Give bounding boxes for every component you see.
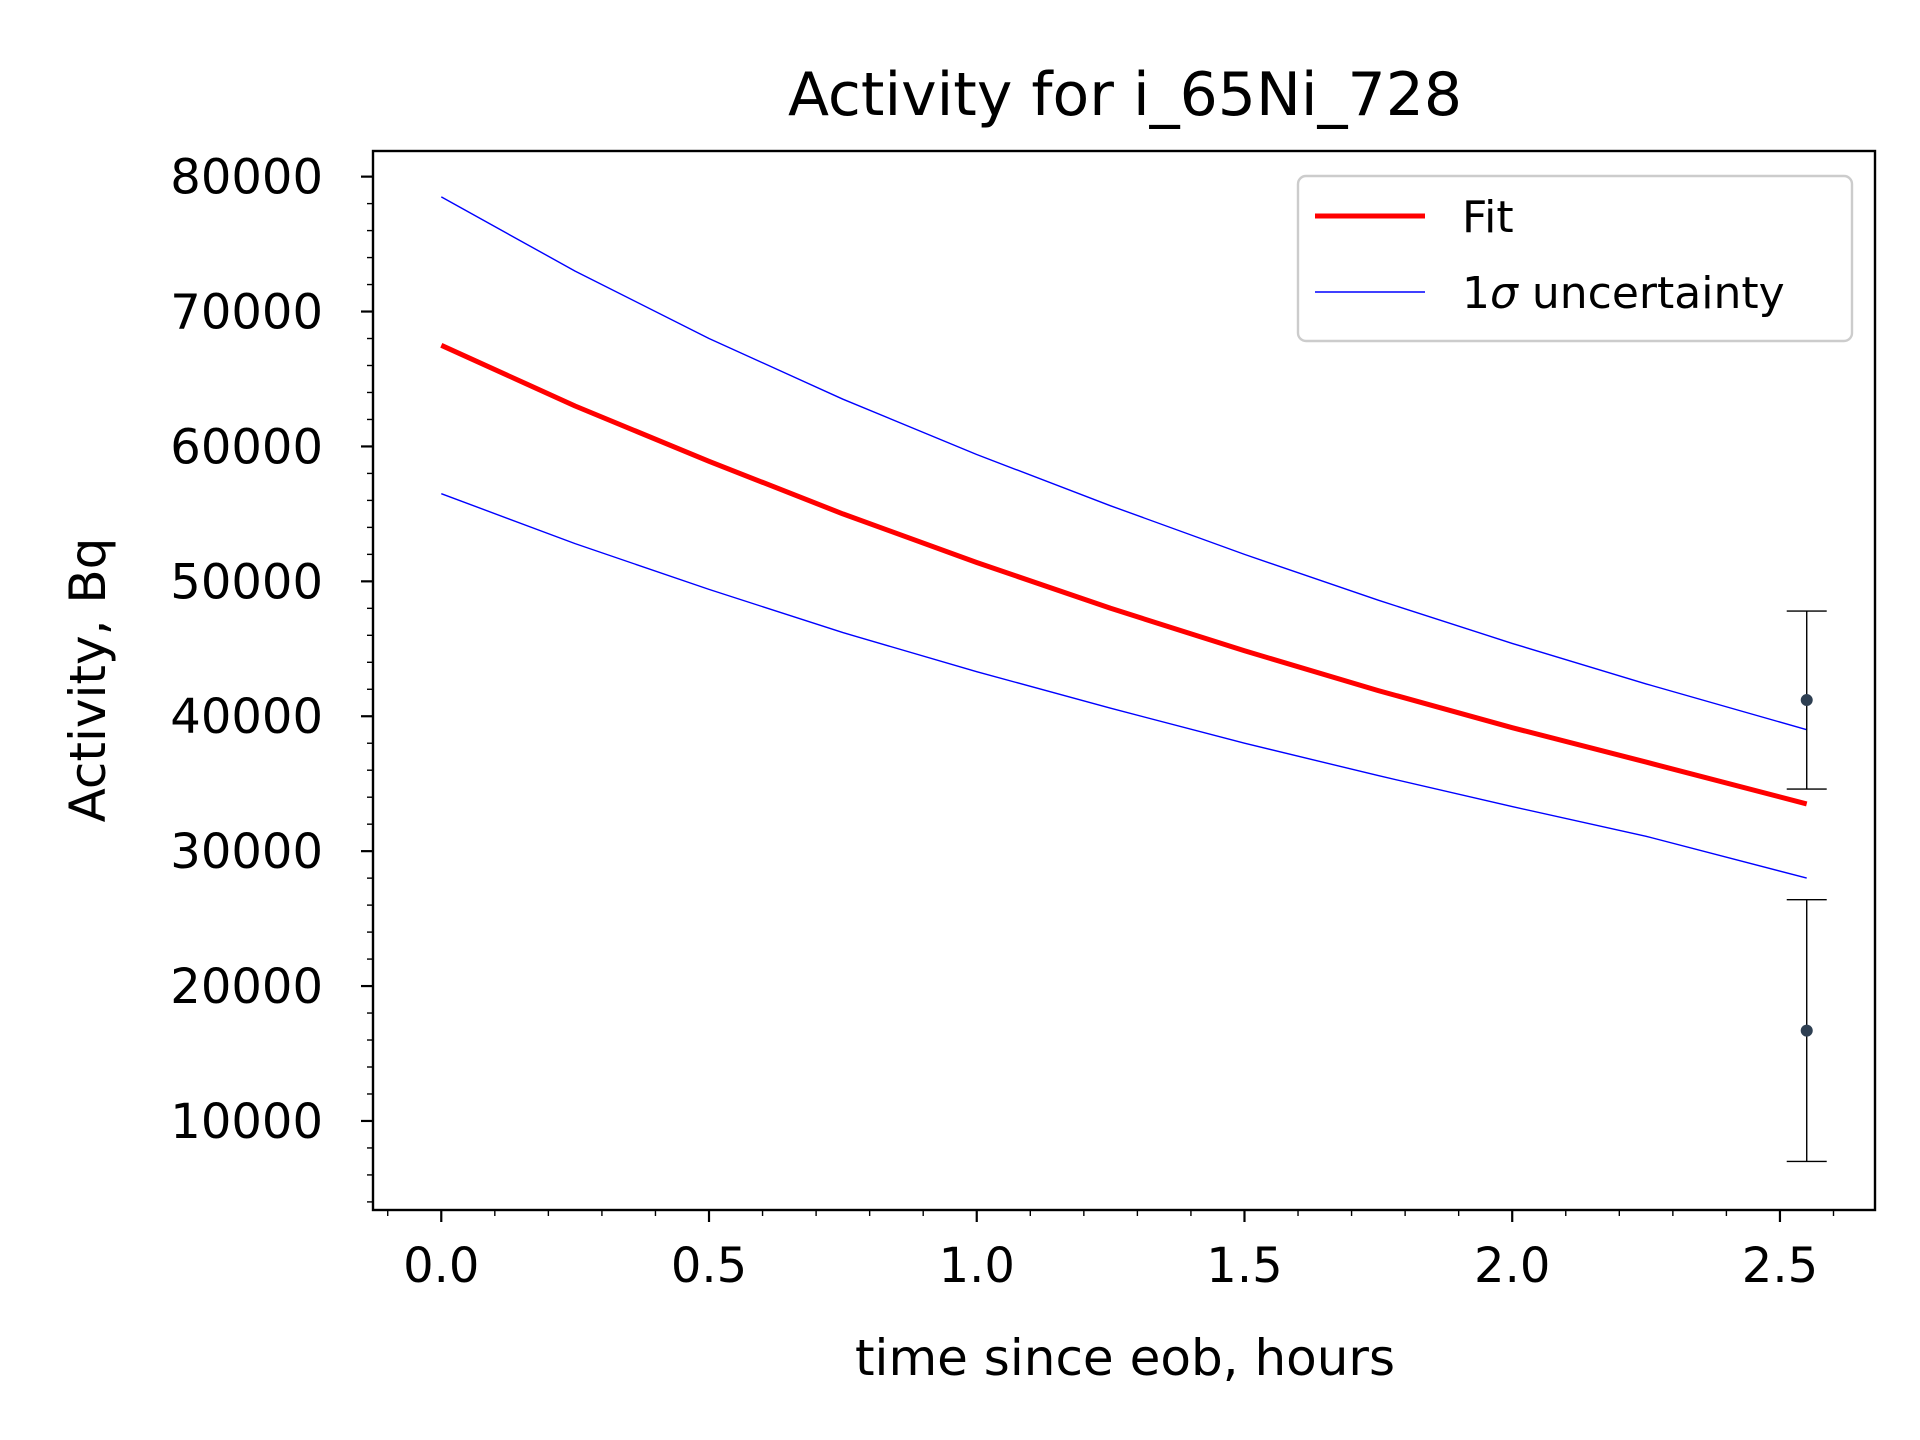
data-points (1786, 610, 1827, 1163)
y-axis-label: Activity, Bq (59, 538, 117, 823)
data-point (1800, 1024, 1813, 1037)
legend-uncertainty-sigma: σ (1490, 268, 1519, 319)
legend-uncertainty-one: 1 (1462, 268, 1490, 319)
y-tick-label: 40000 (170, 689, 323, 745)
legend-uncertainty-label: 1σ uncertainty (1462, 268, 1785, 319)
x-axis-label: time since eob, hours (855, 1329, 1395, 1387)
x-tick-label: 0.5 (671, 1238, 747, 1294)
x-tick-label: 2.5 (1742, 1238, 1818, 1294)
uncertainty-lower-line (441, 493, 1807, 879)
fit-line (440, 343, 1808, 807)
plot-area (371, 149, 1877, 1212)
legend-fit-label: Fit (1462, 192, 1514, 243)
data-point (1800, 694, 1813, 707)
legend: Fit 1σ uncertainty (1296, 174, 1854, 343)
plot-frame (371, 149, 1877, 1212)
x-tick-label: 0.0 (403, 1238, 479, 1294)
series-lines (440, 196, 1808, 879)
y-tick-label: 30000 (170, 824, 323, 880)
legend-box (1296, 174, 1854, 343)
y-tick-label: 50000 (170, 554, 323, 610)
legend-uncertainty-text: uncertainty (1518, 268, 1785, 319)
x-axis-ticks: 0.0 0.5 1.0 1.5 2.0 2.5 (387, 1210, 1835, 1294)
uncertainty-upper-line (440, 196, 1807, 731)
x-tick-label: 1.0 (939, 1238, 1015, 1294)
chart-title: Activity for i_65Ni_728 (788, 60, 1462, 130)
y-tick-label: 10000 (170, 1094, 323, 1150)
y-tick-label: 80000 (170, 150, 323, 206)
y-tick-label: 70000 (170, 285, 323, 341)
y-tick-label: 20000 (170, 959, 323, 1015)
x-tick-label: 2.0 (1474, 1238, 1550, 1294)
y-axis-ticks: 10000 20000 30000 40000 50000 60000 70000 80000 (170, 150, 373, 1203)
y-tick-label: 60000 (170, 419, 323, 475)
x-tick-label: 1.5 (1206, 1238, 1282, 1294)
